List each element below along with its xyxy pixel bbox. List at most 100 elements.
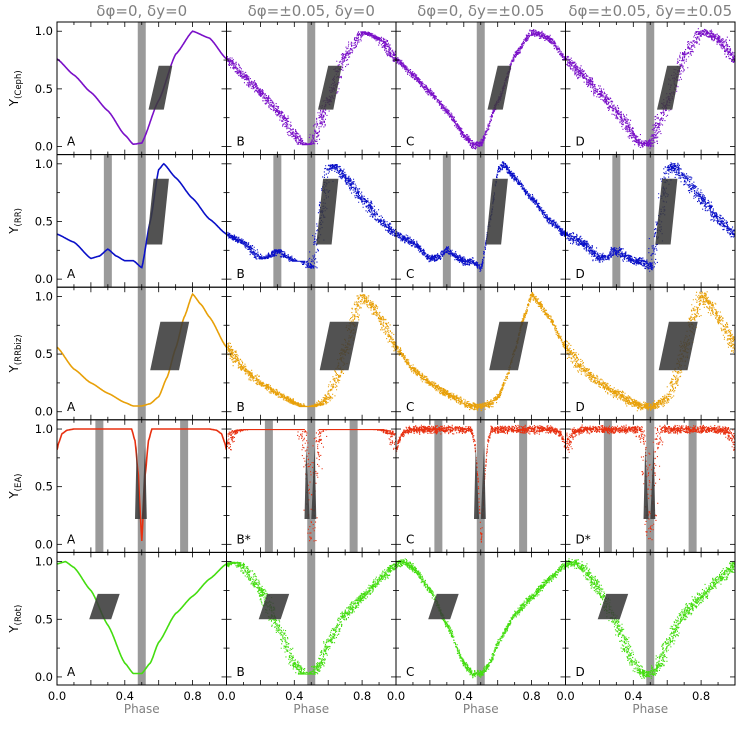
series-line xyxy=(57,428,227,541)
y-axis-label: Y(RRbiz) xyxy=(7,334,24,373)
series-points xyxy=(396,161,566,272)
y-axis-label: Y(Rot) xyxy=(7,605,24,634)
shaded-box xyxy=(658,321,698,371)
gray-bar xyxy=(137,552,146,685)
y-tick-label: 1.0 xyxy=(35,289,53,303)
x-tick-label: 0.8 xyxy=(522,689,540,703)
series-points xyxy=(565,558,735,679)
x-axis-label: Phase xyxy=(293,702,329,716)
shaded-box xyxy=(304,445,317,519)
panel-content xyxy=(565,287,735,420)
y-axis-label-main: Y xyxy=(7,226,21,235)
gray-bar xyxy=(264,419,273,553)
shaded-box xyxy=(316,178,339,245)
shaded-box xyxy=(489,321,529,371)
gray-bar xyxy=(646,22,655,155)
gray-bar xyxy=(137,22,146,155)
series-line xyxy=(57,292,227,407)
panel-content xyxy=(396,22,566,155)
panel-label: A xyxy=(67,135,76,149)
shaded-box xyxy=(655,178,678,245)
shaded-box xyxy=(474,445,486,519)
gray-bar xyxy=(476,154,485,288)
shaded-box xyxy=(146,178,169,245)
shaded-box xyxy=(89,593,120,620)
y-tick-label: 0.5 xyxy=(35,82,53,96)
gray-bar xyxy=(307,287,316,420)
x-tick-label: 0.0 xyxy=(556,689,574,703)
y-tick-label: 1.0 xyxy=(35,555,53,569)
x-tick-label: 0.4 xyxy=(116,689,134,703)
gray-bar xyxy=(646,287,655,420)
shaded-box xyxy=(318,65,342,110)
y-tick-label: 1.0 xyxy=(35,24,53,38)
x-tick-label: 0.4 xyxy=(285,689,303,703)
panel: A xyxy=(56,551,227,686)
panel: C xyxy=(395,154,566,288)
gray-bar xyxy=(137,287,146,420)
gray-bar xyxy=(476,419,485,553)
panel-content xyxy=(57,22,227,155)
y-axis-label-main: Y xyxy=(7,491,21,500)
series-points xyxy=(226,164,396,269)
panel-label: B xyxy=(237,400,245,414)
panel-label: C xyxy=(406,267,414,281)
gray-bar xyxy=(307,22,316,155)
y-tick-label: 0.5 xyxy=(35,214,53,228)
panel-content xyxy=(396,287,566,420)
panel-label: A xyxy=(67,400,76,414)
x-axis-label: Phase xyxy=(632,702,668,716)
x-axis-label: Phase xyxy=(124,702,160,716)
series-points xyxy=(396,29,566,150)
panel-content xyxy=(565,552,735,685)
panel: A xyxy=(56,286,227,421)
y-axis-label: Y(RR) xyxy=(7,208,24,235)
panel-content xyxy=(57,552,227,685)
shaded-box xyxy=(150,321,190,371)
panel-content xyxy=(226,419,396,553)
y-axis-label-sub: (RR) xyxy=(14,208,24,226)
y-tick-label: 1.0 xyxy=(35,422,53,436)
panel-label: C xyxy=(406,665,414,679)
y-tick-label: 0.0 xyxy=(35,670,53,684)
y-axis-label-sub: (EA) xyxy=(14,474,24,492)
panel-content xyxy=(226,154,396,288)
gray-bar xyxy=(476,22,485,155)
y-axis-label-sub: (RRbiz) xyxy=(14,334,24,365)
x-tick-label: 0.8 xyxy=(183,689,201,703)
gray-bar xyxy=(307,154,316,288)
panel-content xyxy=(396,419,566,553)
x-axis-label: Phase xyxy=(463,702,499,716)
panel-label: C xyxy=(406,135,414,149)
y-axis-label-main: Y xyxy=(7,625,21,634)
gray-bar xyxy=(646,154,655,288)
series-points xyxy=(396,558,566,679)
gray-bar xyxy=(646,419,655,553)
panel-content xyxy=(57,287,227,420)
panel: D xyxy=(565,21,736,156)
panel-label: A xyxy=(67,665,76,679)
x-tick-label: 0.4 xyxy=(624,689,642,703)
series-points xyxy=(226,561,396,675)
shaded-box xyxy=(428,593,459,620)
series-line xyxy=(57,560,227,675)
y-tick-label: 0.0 xyxy=(35,537,53,551)
y-tick-label: 0.0 xyxy=(35,140,53,154)
gray-bar xyxy=(519,419,528,553)
shaded-box xyxy=(258,593,290,620)
gray-bar xyxy=(307,552,316,685)
column-title: δφ=±0.05, δy=0 xyxy=(248,2,375,20)
gray-bar xyxy=(603,419,612,553)
column-title: δφ=0, δy=±0.05 xyxy=(417,2,544,20)
panel-label: D xyxy=(576,267,585,281)
panel-grid: A B C D A B C D A B C D A B* C D* A B C D xyxy=(56,21,736,686)
gray-bar xyxy=(476,287,485,420)
panel-content xyxy=(565,22,735,155)
panel-label: C xyxy=(406,400,414,414)
y-axis-label-main: Y xyxy=(7,98,21,107)
panel-label: B xyxy=(237,267,245,281)
panel: C xyxy=(395,551,566,686)
panel-content xyxy=(565,154,735,288)
x-tick-label: 0.8 xyxy=(692,689,710,703)
axis-labels: Y(Ceph)0.00.51.0Y(RR)0.00.51.0Y(RRbiz)0.… xyxy=(7,24,710,716)
